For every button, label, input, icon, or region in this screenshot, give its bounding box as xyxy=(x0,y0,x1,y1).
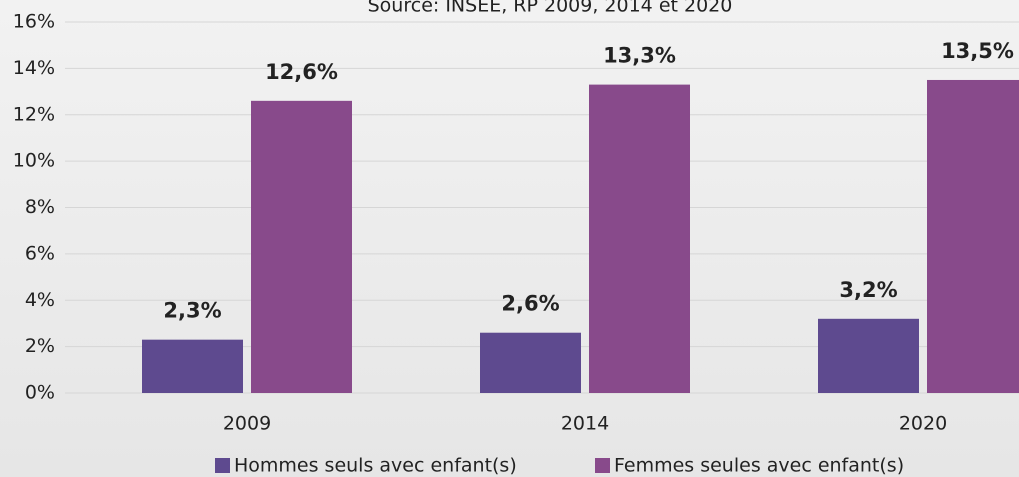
value-label: 3,2% xyxy=(839,278,897,302)
y-tick-label: 16% xyxy=(13,11,55,33)
y-tick-label: 2% xyxy=(25,335,55,357)
legend-label: Femmes seules avec enfant(s) xyxy=(614,455,904,477)
y-tick-label: 12% xyxy=(13,103,55,125)
legend-label: Hommes seuls avec enfant(s) xyxy=(234,455,517,477)
legend-swatch xyxy=(595,458,610,473)
bar xyxy=(589,84,690,393)
y-tick-label: 6% xyxy=(25,242,55,264)
value-label: 13,5% xyxy=(941,39,1014,63)
bar xyxy=(142,339,243,393)
x-tick-label: 2020 xyxy=(899,413,947,435)
value-label: 12,6% xyxy=(265,60,338,84)
x-tick-label: 2009 xyxy=(223,413,271,435)
y-tick-label: 8% xyxy=(25,196,55,218)
chart-subtitle: Source: INSEE, RP 2009, 2014 et 2020 xyxy=(368,0,733,17)
legend-swatch xyxy=(215,458,230,473)
value-label: 13,3% xyxy=(603,44,676,68)
bar xyxy=(818,318,919,393)
bar xyxy=(927,79,1019,393)
y-tick-label: 10% xyxy=(13,150,55,172)
bar xyxy=(251,100,352,394)
x-tick-label: 2014 xyxy=(561,413,609,435)
bar xyxy=(480,332,581,393)
value-label: 2,3% xyxy=(163,299,221,323)
y-tick-label: 4% xyxy=(25,289,55,311)
value-label: 2,6% xyxy=(501,292,559,316)
y-tick-label: 0% xyxy=(25,382,55,404)
y-tick-label: 14% xyxy=(13,57,55,79)
